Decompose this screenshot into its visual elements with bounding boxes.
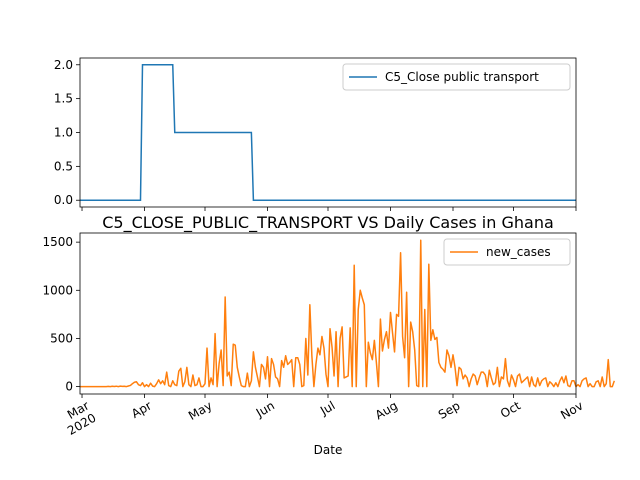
top-plot-frame xyxy=(79,57,577,208)
top-ytick-label: 0.5 xyxy=(54,159,73,173)
series-line-c5-close-public-transport xyxy=(80,64,576,201)
xtick-label-line: Jun xyxy=(253,398,277,420)
bottom-legend-box xyxy=(443,238,571,266)
x-axis-label: Date xyxy=(314,443,343,457)
bottom-xtick-label: Jun xyxy=(253,398,277,420)
chart-title: C5_CLOSE_PUBLIC_TRANSPORT VS Daily Cases… xyxy=(102,213,554,233)
xtick-label-line: Nov xyxy=(558,398,585,422)
xtick-label-line: Aug xyxy=(373,398,400,422)
bottom-ytick-label: 1000 xyxy=(42,283,73,297)
xtick-label-line: Sep xyxy=(436,398,463,421)
xtick-label-line: Apr xyxy=(129,398,154,421)
bottom-xtick-label: Oct xyxy=(498,398,523,421)
bottom-legend-label: new_cases xyxy=(486,245,551,259)
top-subplot: 0.0 0.5 1.0 1.5 2.0 C5_Close public transport xyxy=(54,58,577,211)
bottom-xtick-label: Apr xyxy=(129,398,154,421)
top-ytick-label: 0.0 xyxy=(54,193,73,207)
bottom-xtick-label: Jul xyxy=(317,398,337,418)
bottom-plot-frame xyxy=(79,232,577,395)
bottom-xtick-label: Sep xyxy=(436,398,463,421)
bottom-ytick-label: 500 xyxy=(50,331,73,345)
bottom-xtick-label: Aug xyxy=(373,398,400,422)
top-ytick-label: 1.0 xyxy=(54,126,73,140)
bottom-ytick-label: 1500 xyxy=(42,235,73,249)
top-legend-label: C5_Close public transport xyxy=(385,70,539,84)
top-ytick-label: 2.0 xyxy=(54,58,73,72)
xtick-label-line: Oct xyxy=(498,398,523,421)
series-line-new-cases xyxy=(80,239,616,388)
top-legend-box xyxy=(342,63,571,91)
bottom-xtick-label: May xyxy=(186,398,214,423)
bottom-ytick-label: 0 xyxy=(65,380,73,394)
xtick-label-line: Jul xyxy=(317,398,337,418)
bottom-subplot: 0 500 1000 1500 Mar2020 Apr May Jun Jul Aug Sep Oct… xyxy=(42,235,616,438)
bottom-xtick-label: Nov xyxy=(558,398,585,422)
top-ytick-label: 1.5 xyxy=(54,92,73,106)
bottom-xtick-label: Mar2020 xyxy=(58,398,99,438)
xtick-label-line: May xyxy=(186,398,214,423)
